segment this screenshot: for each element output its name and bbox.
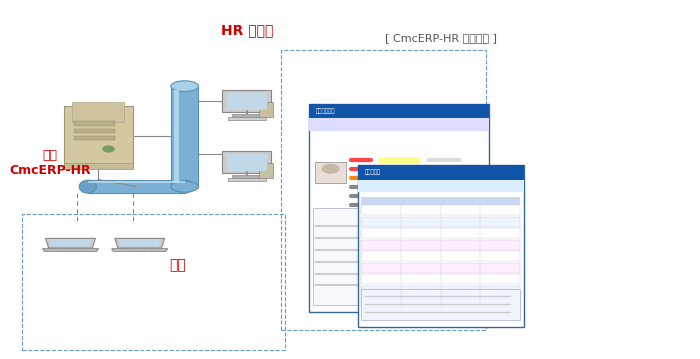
FancyBboxPatch shape bbox=[260, 163, 273, 178]
FancyBboxPatch shape bbox=[228, 178, 266, 181]
FancyBboxPatch shape bbox=[361, 197, 520, 206]
FancyBboxPatch shape bbox=[232, 175, 262, 178]
FancyBboxPatch shape bbox=[361, 263, 520, 273]
FancyBboxPatch shape bbox=[88, 181, 185, 183]
FancyBboxPatch shape bbox=[74, 129, 116, 133]
FancyBboxPatch shape bbox=[361, 205, 520, 215]
FancyBboxPatch shape bbox=[64, 106, 133, 167]
FancyBboxPatch shape bbox=[361, 274, 520, 284]
FancyBboxPatch shape bbox=[223, 151, 272, 173]
FancyBboxPatch shape bbox=[232, 114, 262, 117]
Text: HR 관리자: HR 관리자 bbox=[220, 24, 273, 38]
Circle shape bbox=[103, 146, 114, 152]
FancyBboxPatch shape bbox=[358, 180, 524, 192]
Text: 급여명세서: 급여명세서 bbox=[365, 169, 381, 175]
FancyBboxPatch shape bbox=[74, 136, 116, 140]
Circle shape bbox=[322, 164, 339, 173]
FancyBboxPatch shape bbox=[228, 93, 267, 110]
Polygon shape bbox=[50, 239, 92, 247]
FancyBboxPatch shape bbox=[74, 121, 116, 126]
Polygon shape bbox=[112, 249, 168, 251]
Ellipse shape bbox=[176, 180, 193, 193]
FancyBboxPatch shape bbox=[358, 165, 524, 180]
FancyBboxPatch shape bbox=[361, 228, 520, 238]
FancyBboxPatch shape bbox=[309, 104, 489, 312]
Polygon shape bbox=[115, 238, 164, 248]
FancyBboxPatch shape bbox=[64, 163, 133, 169]
Text: [ CmcERP-HR 프로그램 ]: [ CmcERP-HR 프로그램 ] bbox=[384, 33, 496, 43]
Text: 직원인사정보: 직원인사정보 bbox=[316, 108, 335, 114]
FancyBboxPatch shape bbox=[361, 240, 520, 250]
Polygon shape bbox=[118, 239, 161, 247]
FancyBboxPatch shape bbox=[88, 180, 185, 193]
FancyBboxPatch shape bbox=[361, 289, 520, 320]
FancyBboxPatch shape bbox=[361, 251, 520, 261]
FancyBboxPatch shape bbox=[260, 102, 273, 117]
Text: 서버
CmcERP-HR: 서버 CmcERP-HR bbox=[9, 149, 90, 177]
FancyBboxPatch shape bbox=[72, 102, 125, 122]
FancyBboxPatch shape bbox=[361, 297, 520, 307]
Text: 임원: 임원 bbox=[169, 258, 186, 272]
FancyBboxPatch shape bbox=[228, 154, 267, 171]
Ellipse shape bbox=[171, 81, 199, 92]
Ellipse shape bbox=[79, 180, 97, 193]
FancyBboxPatch shape bbox=[223, 90, 272, 112]
FancyBboxPatch shape bbox=[361, 217, 520, 227]
FancyBboxPatch shape bbox=[174, 90, 179, 183]
FancyBboxPatch shape bbox=[313, 208, 486, 305]
FancyBboxPatch shape bbox=[309, 118, 489, 131]
FancyBboxPatch shape bbox=[358, 165, 524, 327]
Polygon shape bbox=[43, 249, 99, 251]
FancyBboxPatch shape bbox=[228, 117, 266, 120]
FancyBboxPatch shape bbox=[309, 104, 489, 118]
FancyBboxPatch shape bbox=[315, 162, 346, 183]
Polygon shape bbox=[46, 238, 95, 248]
Ellipse shape bbox=[171, 181, 199, 192]
FancyBboxPatch shape bbox=[361, 286, 520, 296]
FancyBboxPatch shape bbox=[171, 86, 199, 187]
